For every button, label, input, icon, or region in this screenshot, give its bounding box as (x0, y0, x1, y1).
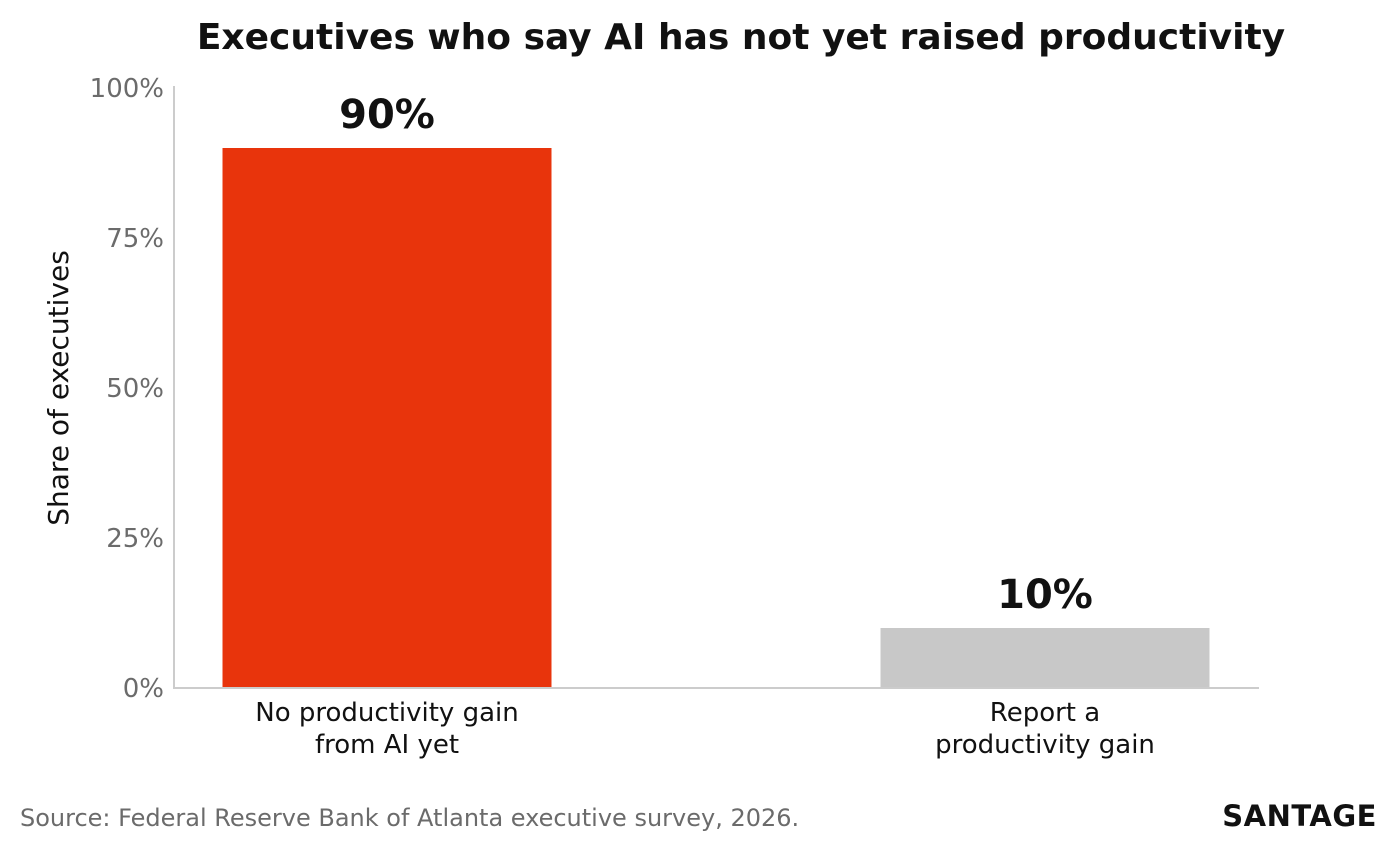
y-tick-label: 25% (106, 524, 164, 554)
bar-value-label: 90% (339, 92, 435, 138)
bar-value-label: 10% (997, 572, 1093, 618)
y-tick-label: 50% (106, 374, 164, 404)
y-tick-label: 75% (106, 224, 164, 254)
y-axis-label: Share of executives (42, 250, 75, 526)
bars (222, 148, 1210, 688)
chart-title: Executives who say AI has not yet raised… (197, 17, 1285, 58)
y-tick-label: 0% (123, 674, 164, 704)
source-note: Source: Federal Reserve Bank of Atlanta … (20, 804, 799, 832)
brand-logo: SANTAGE (1222, 799, 1377, 833)
category-label: No productivity gain (255, 698, 518, 728)
y-axis-ticks: 0% 25% 50% 75% 100% (90, 74, 164, 704)
category-label: productivity gain (935, 730, 1155, 760)
bar (880, 628, 1210, 688)
bar (222, 148, 552, 688)
value-labels: 90% 10% (339, 92, 1093, 618)
category-label: Report a (990, 698, 1100, 728)
y-tick-label: 100% (90, 74, 164, 104)
category-label: from AI yet (315, 730, 459, 760)
